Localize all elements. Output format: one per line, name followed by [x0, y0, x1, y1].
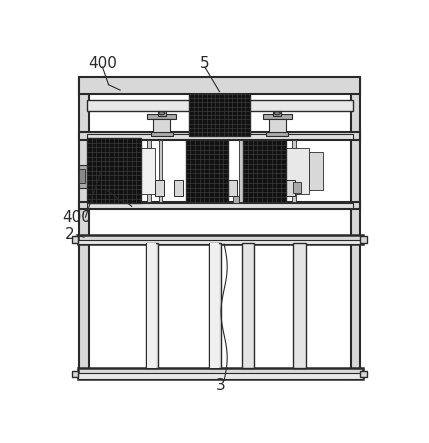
Bar: [78, 368, 363, 379]
Bar: [72, 237, 78, 243]
Bar: [78, 235, 363, 244]
Bar: [78, 240, 363, 244]
Text: 6: 6: [97, 180, 107, 195]
Ellipse shape: [274, 112, 280, 115]
Bar: [79, 78, 88, 379]
Bar: [242, 243, 254, 368]
Bar: [197, 140, 201, 202]
Bar: [360, 371, 366, 377]
Bar: [87, 134, 353, 139]
Bar: [273, 111, 281, 116]
Bar: [78, 373, 363, 379]
Bar: [293, 243, 306, 368]
Bar: [233, 196, 239, 203]
Bar: [243, 140, 286, 202]
Bar: [153, 119, 170, 134]
Bar: [159, 140, 163, 202]
Bar: [292, 140, 296, 202]
Bar: [266, 132, 288, 136]
Bar: [286, 180, 295, 196]
Bar: [190, 140, 193, 202]
Bar: [141, 148, 155, 194]
Text: 2: 2: [65, 227, 75, 242]
Text: 400: 400: [62, 210, 91, 225]
Bar: [147, 140, 151, 202]
Bar: [228, 180, 237, 196]
Bar: [208, 243, 221, 368]
Text: 400: 400: [88, 56, 117, 71]
Bar: [174, 180, 183, 196]
Bar: [190, 94, 250, 136]
Bar: [286, 148, 309, 194]
Bar: [351, 78, 360, 379]
Bar: [87, 203, 353, 208]
Bar: [147, 114, 176, 119]
Bar: [79, 77, 360, 94]
Text: 5: 5: [200, 56, 210, 71]
Bar: [79, 169, 85, 183]
Bar: [186, 140, 228, 202]
Text: 3: 3: [215, 377, 225, 392]
Bar: [239, 140, 243, 202]
Bar: [247, 140, 251, 202]
Bar: [147, 243, 156, 368]
Bar: [79, 132, 360, 140]
Bar: [79, 202, 360, 210]
Bar: [79, 165, 88, 188]
Bar: [151, 132, 172, 136]
Bar: [293, 182, 301, 193]
Bar: [155, 180, 164, 196]
Bar: [158, 111, 166, 116]
Bar: [145, 243, 158, 368]
Bar: [87, 138, 141, 203]
Bar: [360, 237, 366, 243]
Bar: [210, 243, 220, 368]
Ellipse shape: [159, 112, 165, 115]
Bar: [87, 100, 353, 111]
Bar: [309, 152, 323, 190]
Bar: [282, 140, 286, 202]
Bar: [269, 119, 286, 134]
Bar: [72, 371, 78, 377]
Bar: [263, 114, 292, 119]
